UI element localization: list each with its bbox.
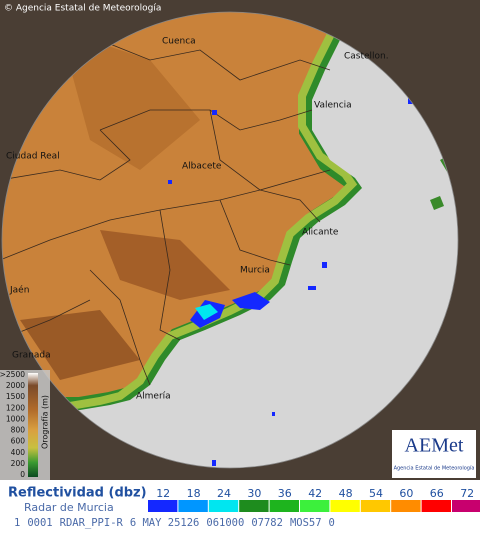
status-field: MOS57 <box>290 517 322 529</box>
orography-tick: 2000 <box>6 381 25 390</box>
sea <box>2 12 458 468</box>
radar-disc <box>2 12 458 468</box>
status-field: 07782 <box>251 517 283 529</box>
level-swatch <box>452 500 480 512</box>
orography-title: Orografía (m) <box>41 395 50 449</box>
reflectivity-title: Reflectividad (dbz) <box>8 486 147 501</box>
orography-tick: 800 <box>11 426 26 435</box>
borders <box>2 39 331 386</box>
city: Ciudad Real <box>6 152 60 162</box>
orography-tick: 0 <box>20 470 25 479</box>
orography-tick: 600 <box>11 437 26 446</box>
status-field: 061000 <box>206 517 244 529</box>
echo-core <box>195 304 218 320</box>
level-swatch <box>239 500 269 512</box>
city: Almería <box>136 392 171 402</box>
logo-bg <box>392 430 476 478</box>
city: Jaén <box>9 285 29 296</box>
city-labels: Cuenca Castellon. Valencia Ciudad Real A… <box>6 37 389 402</box>
orography-legend: Orografía (m) >2500200015001200100080060… <box>0 370 50 480</box>
level-swatch <box>269 500 299 512</box>
level-swatch <box>208 500 239 512</box>
level-swatch <box>421 500 451 512</box>
level-swatch <box>330 500 360 512</box>
relief <box>100 230 230 300</box>
level-label: 66 <box>430 487 444 500</box>
logo-subtitle: Agencia Estatal de Meteorología <box>394 465 475 472</box>
city: Murcia <box>240 266 270 276</box>
city: Valencia <box>314 101 352 111</box>
level-swatch <box>148 500 178 512</box>
city: Alicante <box>302 228 339 238</box>
orography-tick: >2500 <box>0 370 25 379</box>
island <box>430 196 444 210</box>
relief <box>20 310 140 380</box>
reflectivity-scale: 12 18 24 30 36 42 48 54 60 66 72 <box>148 487 480 512</box>
level-label: 12 <box>156 487 170 500</box>
radar-range <box>1 11 459 469</box>
city: Granada <box>12 351 51 361</box>
level-label: 54 <box>369 487 383 500</box>
orography-tick: 400 <box>11 448 26 457</box>
foothills <box>40 12 358 410</box>
status-field: 0001 <box>27 517 52 529</box>
level-label: 72 <box>460 487 474 500</box>
city: Albacete <box>182 162 222 172</box>
level-swatch <box>360 500 391 512</box>
city: Castellon. <box>344 52 389 62</box>
logo: AEMet Agencia Estatal de Meteorología <box>392 430 476 478</box>
level-label: 48 <box>339 487 353 500</box>
logo-name: AEMet <box>405 435 464 457</box>
level-swatch <box>300 500 330 512</box>
legend-bg <box>0 370 50 480</box>
orography-tick: 1000 <box>6 414 25 423</box>
relief <box>60 30 200 170</box>
copyright: © Agencia Estatal de Meteorología <box>4 4 161 14</box>
level-label: 36 <box>278 487 292 500</box>
level-label: 24 <box>217 487 231 500</box>
level-label: 30 <box>247 487 261 500</box>
level-label: 18 <box>187 487 201 500</box>
status-field: RDAR_PPI-R <box>60 517 124 529</box>
status-line: 1 0001 RDAR_PPI-R 6 MAY 25126 061000 07782 MOS… <box>14 517 335 529</box>
orography-tick: 1500 <box>6 392 25 401</box>
level-swatch <box>178 500 208 512</box>
orography-tick: 1200 <box>6 403 25 412</box>
status-field: 0 <box>329 517 335 529</box>
city: Cuenca <box>162 37 196 47</box>
status-field: 6 MAY 25126 <box>130 517 200 529</box>
orography-tick: 200 <box>11 459 26 468</box>
orography-bar <box>28 373 38 477</box>
level-label: 42 <box>308 487 322 500</box>
radar-name: Radar de Murcia <box>24 501 114 514</box>
level-label: 60 <box>399 487 413 500</box>
level-swatch <box>391 500 421 512</box>
status-field: 1 <box>14 517 20 529</box>
